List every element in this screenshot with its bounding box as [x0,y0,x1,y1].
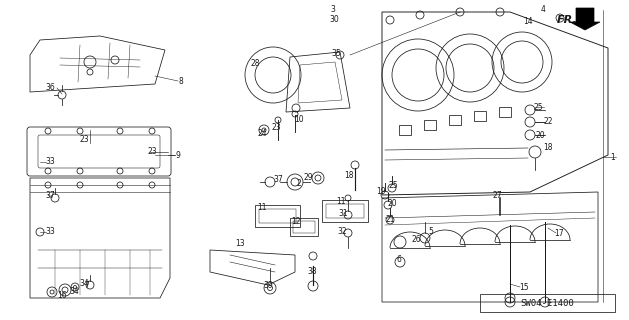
Text: 12: 12 [291,218,301,227]
Text: 15: 15 [519,283,529,292]
Text: 5: 5 [428,228,433,236]
Text: 14: 14 [523,18,533,27]
Text: 33: 33 [45,228,55,236]
Text: 13: 13 [235,238,245,247]
Text: 2: 2 [297,180,301,188]
Text: 24: 24 [257,129,267,138]
Bar [399,125,411,135]
Text: 10: 10 [294,115,304,124]
Bar [480,294,615,312]
Text: 34: 34 [79,278,89,287]
Text: 36: 36 [45,84,55,92]
Text: 9: 9 [175,150,181,159]
Text: 18: 18 [543,143,553,153]
Text: 25: 25 [533,102,543,111]
Text: 16: 16 [57,291,67,300]
Text: 20: 20 [387,199,397,209]
Text: 37: 37 [45,190,55,199]
Text: FR.: FR. [557,15,578,25]
Text: SW04-E1400: SW04-E1400 [521,299,574,308]
Text: 20: 20 [535,131,545,140]
Text: 22: 22 [543,116,553,125]
Text: 8: 8 [179,76,184,85]
Text: 19: 19 [376,187,386,196]
Text: 23: 23 [147,148,157,156]
Text: 27: 27 [492,191,502,201]
Text: 32: 32 [337,228,347,236]
Text: 23: 23 [79,134,89,143]
Text: 3: 3 [331,4,335,13]
Text: 35: 35 [331,50,341,59]
Polygon shape [570,8,600,30]
Text: 25: 25 [388,180,398,189]
Text: 23: 23 [271,124,281,132]
Text: 7: 7 [84,281,89,290]
Text: 1: 1 [611,153,615,162]
Text: 6: 6 [396,255,401,265]
Text: 18: 18 [344,172,353,180]
Text: 37: 37 [273,174,283,183]
Text: 39: 39 [263,281,273,290]
Bar [499,107,511,117]
Text: 28: 28 [250,60,260,68]
Text: 30: 30 [329,15,339,25]
Text: 17: 17 [554,228,564,237]
Text: 31: 31 [338,210,348,219]
Text: 29: 29 [303,172,313,181]
Bar [424,120,436,130]
Text: 33: 33 [45,157,55,166]
Text: 11: 11 [257,204,267,212]
Bar [449,115,461,125]
Bar [474,111,486,121]
Text: 4: 4 [540,5,545,14]
Text: 11: 11 [337,196,346,205]
Text: 38: 38 [307,268,317,276]
Text: 34: 34 [69,286,79,295]
Text: 21: 21 [385,215,395,225]
Text: 26: 26 [411,236,421,244]
